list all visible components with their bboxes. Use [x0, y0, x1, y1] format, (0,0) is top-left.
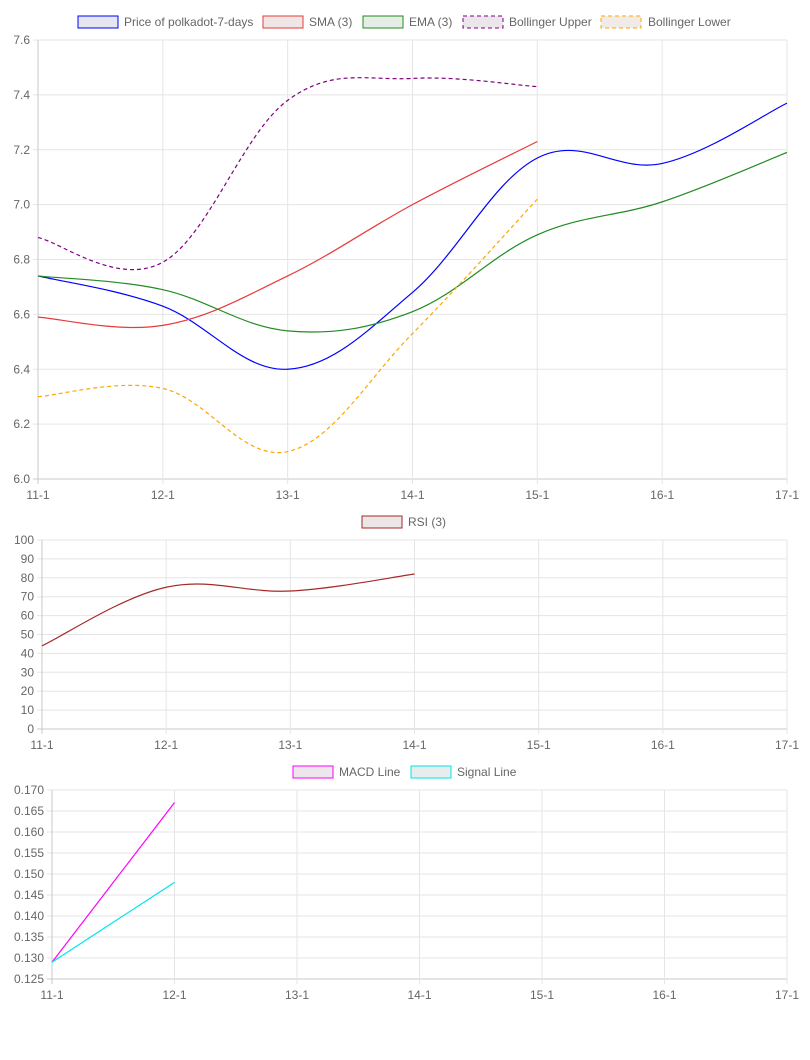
y-tick-label: 0.135 — [14, 930, 44, 944]
x-tick-label: 14-1 — [402, 738, 426, 752]
x-tick-label: 12-1 — [154, 738, 178, 752]
x-tick-label: 13-1 — [276, 488, 300, 502]
legend-label[interactable]: EMA (3) — [409, 15, 452, 29]
x-tick-label: 16-1 — [651, 738, 675, 752]
y-tick-label: 70 — [21, 590, 35, 604]
x-tick-label: 16-1 — [650, 488, 674, 502]
y-tick-label: 0 — [27, 722, 34, 736]
x-tick-label: 11-1 — [26, 488, 49, 502]
y-tick-label: 6.0 — [13, 472, 30, 486]
chart-2: 0 10 20 30 40 50 60 70 80 90 100 11-1 12-1 13-1 14-1 15… — [14, 515, 799, 752]
y-tick-label: 60 — [21, 609, 35, 623]
legend-label[interactable]: SMA (3) — [309, 15, 352, 29]
y-tick-label: 7.0 — [13, 198, 30, 212]
legend-swatch[interactable] — [77, 15, 119, 29]
y-tick-label: 10 — [21, 703, 35, 717]
y-tick-label: 90 — [21, 552, 35, 566]
y-tick-label: 0.125 — [14, 972, 44, 986]
y-tick-label: 6.6 — [13, 307, 30, 321]
y-tick-label: 50 — [21, 628, 35, 642]
x-tick-label: 17-1 — [775, 488, 799, 502]
y-tick-label: 0.130 — [14, 951, 44, 965]
y-tick-label: 80 — [21, 571, 35, 585]
series-line-macd-line — [51, 802, 175, 963]
y-tick-label: 30 — [21, 665, 35, 679]
x-tick-label: 15-1 — [530, 988, 554, 1002]
legend-label[interactable]: Bollinger Upper — [509, 15, 592, 29]
x-tick-label: 11-1 — [40, 988, 63, 1002]
y-tick-label: 0.165 — [14, 804, 44, 818]
y-tick-label: 6.8 — [13, 253, 30, 267]
chart-3: 0.125 0.130 0.135 0.140 0.145 0.150 0.155 0.160… — [14, 765, 799, 1002]
chart-1: 6.0 6.2 6.4 6.6 6.8 7.0 7.2 7.4 7.6 11-1 12-1 13-1 1… — [13, 15, 799, 502]
y-tick-label: 0.150 — [14, 867, 44, 881]
legend-swatch[interactable] — [361, 515, 403, 529]
y-tick-label: 20 — [21, 684, 35, 698]
legend-swatch[interactable] — [292, 765, 334, 779]
series-line-price-of-polkadot-7-days — [37, 102, 788, 370]
x-tick-label: 15-1 — [527, 738, 551, 752]
x-tick-label: 13-1 — [278, 738, 302, 752]
y-tick-label: 0.155 — [14, 846, 44, 860]
y-tick-label: 0.145 — [14, 888, 44, 902]
legend-swatch[interactable] — [462, 15, 504, 29]
series-line-rsi-3 — [41, 573, 415, 647]
x-tick-label: 17-1 — [775, 988, 799, 1002]
legend-label[interactable]: Signal Line — [457, 765, 517, 779]
y-tick-label: 6.2 — [13, 417, 30, 431]
y-tick-label: 0.170 — [14, 783, 44, 797]
x-tick-label: 13-1 — [285, 988, 309, 1002]
y-tick-label: 7.6 — [13, 33, 30, 47]
x-tick-label: 14-1 — [400, 488, 424, 502]
series-line-sma-3 — [37, 140, 538, 329]
x-tick-label: 11-1 — [30, 738, 53, 752]
series-line-bollinger-lower — [37, 198, 538, 454]
x-tick-label: 12-1 — [151, 488, 175, 502]
y-tick-label: 7.2 — [13, 143, 30, 157]
legend-swatch[interactable] — [362, 15, 404, 29]
legend-label[interactable]: Price of polkadot-7-days — [124, 15, 253, 29]
series-line-bollinger-upper — [37, 77, 538, 271]
legend-label[interactable]: Bollinger Lower — [648, 15, 731, 29]
series-line-signal-line — [51, 881, 175, 963]
x-tick-label: 15-1 — [525, 488, 549, 502]
legend-label[interactable]: MACD Line — [339, 765, 401, 779]
y-tick-label: 40 — [21, 646, 35, 660]
legend-swatch[interactable] — [410, 765, 452, 779]
x-tick-label: 16-1 — [652, 988, 676, 1002]
y-tick-label: 0.140 — [14, 909, 44, 923]
series-line-ema-3 — [37, 151, 788, 333]
y-tick-label: 100 — [14, 533, 34, 547]
x-tick-label: 12-1 — [162, 988, 186, 1002]
y-tick-label: 7.4 — [13, 88, 30, 102]
legend-swatch[interactable] — [600, 15, 642, 29]
y-tick-label: 6.4 — [13, 362, 30, 376]
x-tick-label: 14-1 — [407, 988, 431, 1002]
y-tick-label: 0.160 — [14, 825, 44, 839]
legend-swatch[interactable] — [262, 15, 304, 29]
legend-label[interactable]: RSI (3) — [408, 515, 446, 529]
x-tick-label: 17-1 — [775, 738, 799, 752]
